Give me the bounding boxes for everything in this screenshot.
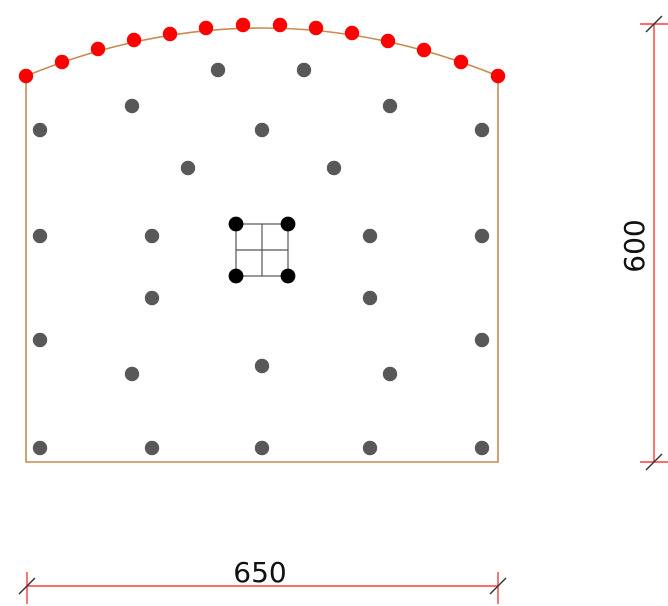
crown-hole <box>308 20 324 36</box>
interior-hole <box>474 122 490 138</box>
interior-hole <box>180 160 196 176</box>
cut-hole <box>228 216 244 232</box>
interior-hole <box>362 228 378 244</box>
interior-hole <box>32 122 48 138</box>
height-tick-top <box>645 15 663 33</box>
width-tick-right <box>489 577 507 595</box>
interior-hole <box>254 122 270 138</box>
interior-hole <box>254 440 270 456</box>
interior-hole <box>32 440 48 456</box>
width-dimension: 650 <box>18 556 507 604</box>
height-tick-bottom <box>645 453 663 471</box>
interior-hole <box>210 62 226 78</box>
crown-hole <box>416 42 432 58</box>
interior-hole <box>362 290 378 306</box>
crown-hole <box>380 33 396 49</box>
crown-hole <box>453 54 469 70</box>
interior-hole <box>254 358 270 374</box>
crown-hole <box>198 20 214 36</box>
crown-hole <box>90 41 106 57</box>
cut-hole <box>280 268 296 284</box>
interior-hole <box>474 440 490 456</box>
interior-hole <box>124 366 140 382</box>
interior-hole <box>382 366 398 382</box>
interior-hole <box>144 228 160 244</box>
interior-hole <box>474 332 490 348</box>
interior-hole <box>144 440 160 456</box>
crown-hole <box>490 68 506 84</box>
interior-hole <box>474 228 490 244</box>
width-dimension-label: 650 <box>233 556 286 589</box>
interior-hole <box>124 98 140 114</box>
width-tick-left <box>18 577 36 595</box>
crown-hole <box>344 25 360 41</box>
crown-hole <box>162 26 178 42</box>
cut-holes <box>228 216 296 284</box>
cut-hole <box>228 268 244 284</box>
interior-hole <box>32 228 48 244</box>
height-dimension-label: 600 <box>618 219 651 272</box>
height-dimension: 600 <box>618 15 668 471</box>
crown-hole <box>18 68 34 84</box>
interior-holes <box>32 62 490 456</box>
crown-hole <box>272 17 288 33</box>
interior-hole <box>144 290 160 306</box>
cut-hole <box>280 216 296 232</box>
interior-hole <box>296 62 312 78</box>
crown-holes <box>18 17 506 84</box>
interior-hole <box>362 440 378 456</box>
interior-hole <box>326 160 342 176</box>
interior-hole <box>32 332 48 348</box>
crown-hole <box>54 54 70 70</box>
crown-hole <box>235 17 251 33</box>
crown-hole <box>126 32 142 48</box>
interior-hole <box>382 98 398 114</box>
